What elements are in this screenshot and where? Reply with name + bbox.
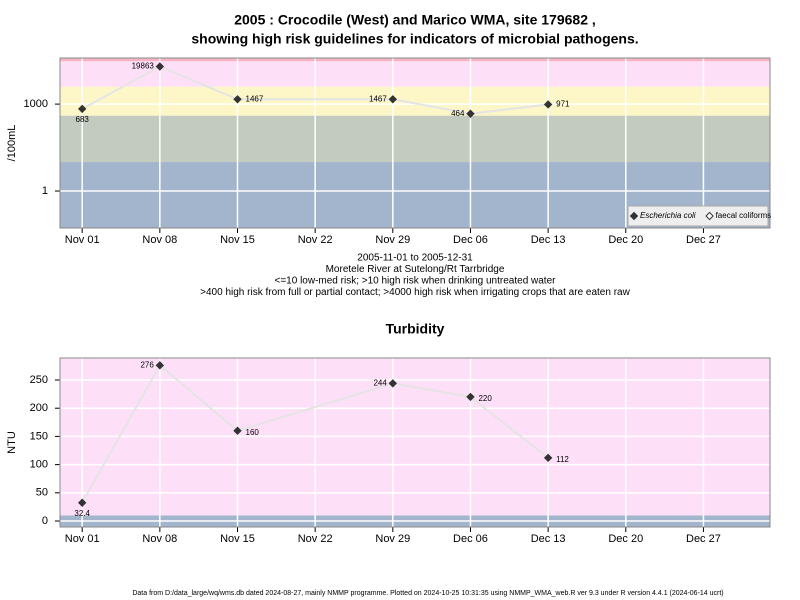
chart-title: showing high risk guidelines for indicat… (191, 31, 638, 47)
legend-marker (629, 211, 639, 221)
y-tick-label: 50 (36, 487, 48, 499)
risk-band (60, 58, 770, 62)
data-label: 683 (76, 115, 90, 124)
data-point (155, 361, 165, 370)
y-tick-label: 1000 (24, 98, 48, 110)
x-tick-label: Nov 29 (375, 533, 410, 545)
risk-band (60, 61, 770, 87)
x-tick-label: Dec 06 (453, 533, 488, 545)
x-tick-label: Nov 08 (142, 234, 177, 246)
data-label: 112 (556, 455, 569, 464)
x-tick-label: Nov 01 (65, 234, 100, 246)
data-point (543, 453, 553, 463)
x-tick-label: Nov 29 (375, 234, 410, 246)
data-label: 32.4 (74, 509, 90, 518)
y-tick-label: 250 (30, 374, 48, 386)
x-tick-label: Dec 13 (531, 533, 566, 545)
data-label: 19863 (132, 62, 155, 71)
data-label: 220 (478, 394, 492, 403)
plot-frame (59, 57, 771, 229)
data-point (77, 104, 87, 114)
x-tick-label: Dec 20 (608, 234, 643, 246)
legend (627, 205, 769, 227)
x-tick-label: Nov 22 (298, 533, 333, 545)
data-point (233, 426, 242, 435)
data-label: 1467 (369, 94, 387, 103)
note: >400 high risk from full or partial cont… (200, 287, 630, 298)
data-point (466, 392, 475, 402)
data-point (233, 95, 242, 104)
legend-marker (705, 211, 714, 221)
y-tick-label: 200 (30, 402, 48, 414)
x-tick-label: Nov 08 (142, 533, 177, 545)
note: Moretele River at Sutelong/Rt Tarrbridge (326, 264, 505, 275)
x-tick-label: Dec 13 (531, 234, 566, 246)
footer: Data from D:/data_large/wq/wms.db dated … (132, 590, 723, 597)
x-tick-label: Nov 22 (298, 234, 333, 246)
chart-title: Turbidity (386, 321, 445, 337)
y-tick-label: 100 (30, 459, 48, 471)
x-tick-label: Nov 01 (65, 533, 100, 545)
data-point (77, 498, 87, 507)
chart-title: 2005 : Crocodile (West) and Marico WMA, … (234, 12, 596, 28)
data-point (155, 62, 165, 71)
x-tick-label: Dec 20 (608, 533, 643, 545)
data-point (388, 379, 398, 388)
y-tick-label: 1 (42, 185, 48, 197)
data-label: 276 (140, 360, 154, 369)
legend-label: Escherichia coli (640, 211, 696, 220)
y-tick-label: 0 (42, 515, 48, 527)
data-label: 244 (373, 378, 387, 387)
note: <=10 low-med risk; >10 high risk when dr… (275, 276, 557, 287)
x-tick-label: Nov 15 (220, 234, 255, 246)
x-tick-label: Dec 27 (686, 234, 721, 246)
data-label: 160 (246, 428, 260, 437)
note: 2005-11-01 to 2005-12-31 (357, 253, 473, 264)
data-point (388, 95, 398, 104)
data-label: 971 (556, 100, 570, 109)
x-tick-label: Nov 15 (220, 533, 255, 545)
y-axis-label: /100mL (6, 125, 18, 162)
risk-band (60, 115, 770, 163)
y-tick-label: 150 (30, 430, 48, 442)
risk-band (60, 86, 770, 116)
y-axis-label: NTU (6, 431, 18, 454)
data-point (543, 100, 553, 109)
legend-label: faecal coliforms (716, 211, 772, 220)
data-line (81, 65, 549, 115)
data-label: 464 (451, 109, 465, 118)
data-line (81, 363, 549, 504)
x-tick-label: Dec 27 (686, 533, 721, 545)
data-label: 1467 (246, 94, 264, 103)
plot-frame (59, 357, 771, 528)
x-tick-label: Dec 06 (453, 234, 488, 246)
data-point (466, 109, 475, 118)
